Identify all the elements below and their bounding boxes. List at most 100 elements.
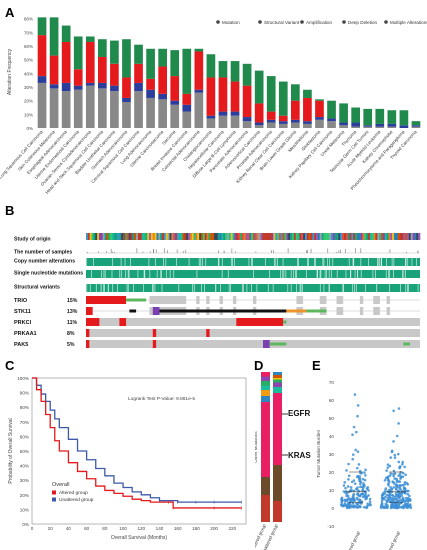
study-origin-cell — [382, 233, 386, 240]
track-gap — [217, 258, 219, 266]
track-gap — [282, 258, 284, 266]
track-gap — [230, 258, 232, 266]
study-origin-cell — [293, 233, 296, 240]
track-gap — [323, 284, 325, 292]
bar-segment-deep-deletion — [194, 89, 204, 93]
y-tick-label: 10 — [329, 488, 335, 493]
bar-segment-deep-deletion — [375, 123, 385, 127]
legend-marker — [300, 20, 304, 24]
study-origin-cell — [136, 233, 139, 240]
track-gap — [331, 270, 332, 278]
track-gap — [282, 270, 284, 278]
track-gap — [156, 270, 158, 278]
study-origin-cell — [330, 233, 334, 240]
y-tick-label: 0% — [22, 522, 29, 527]
x-tick-label: 100 — [119, 526, 127, 531]
panel-c-survival-curve: 0% 10% 20% 30% 40% 50% 60% 70% 80% 90% 100% 0 20 40 60… — [8, 376, 247, 541]
study-origin-cell — [123, 233, 126, 240]
gene-pct: 13% — [67, 309, 78, 315]
gene-pct: 15% — [67, 298, 78, 304]
bar-segment-amplification — [61, 41, 71, 83]
x-tick-label: 80 — [102, 526, 108, 531]
bar-segment-multiple-alterations — [230, 61, 240, 82]
study-origin-cell — [295, 233, 298, 240]
track-gap — [379, 258, 380, 266]
stack-segment — [273, 387, 282, 393]
study-origin-cell — [416, 233, 419, 240]
track-gap — [287, 284, 289, 292]
study-origin-cell — [316, 233, 319, 240]
scatter-point — [343, 481, 347, 484]
study-origin-cell — [358, 233, 361, 240]
gene-gray-block — [219, 296, 223, 304]
track-gap — [267, 284, 269, 292]
bar-segment-multiple-alterations — [73, 36, 83, 70]
bar-segment-deep-deletion — [218, 111, 228, 116]
gene-gray-bg — [86, 340, 420, 348]
study-origin-cell — [317, 233, 321, 240]
study-origin-cell — [143, 233, 146, 240]
gene-gray-block — [253, 296, 257, 304]
legend-label: Mutation — [222, 20, 240, 25]
bar-segment-amplification — [254, 103, 264, 123]
study-origin-cell — [388, 233, 391, 240]
survival-curve-unaltered-group — [32, 377, 242, 503]
gene-label: PAK5 — [14, 342, 28, 348]
track-gap — [119, 270, 121, 278]
bar-segment-multiple-alterations — [158, 48, 167, 67]
bar-segment-multiple-alterations — [303, 89, 312, 98]
gene-gray-block — [336, 296, 344, 304]
scatter-point — [406, 492, 410, 496]
track-gap — [173, 270, 175, 278]
bar-segment-mutation — [98, 88, 107, 128]
study-origin-cell — [245, 233, 248, 240]
bar-segment-multiple-alterations — [170, 50, 180, 77]
study-origin-cell — [204, 233, 207, 240]
bar-segment-multiple-alterations — [49, 17, 59, 56]
bar-segment-multiple-alterations — [411, 121, 421, 126]
scatter-point — [397, 407, 401, 410]
scatter-point — [397, 504, 401, 507]
bar-segment-multiple-alterations — [206, 54, 216, 78]
scatter-point — [401, 498, 404, 501]
track-gap — [149, 270, 151, 278]
study-origin-cell — [171, 233, 174, 240]
scatter-point — [366, 504, 370, 507]
track-gap — [161, 284, 163, 292]
track-gap — [377, 258, 379, 266]
gene-alteration-amp — [152, 329, 157, 337]
study-origin-cell — [375, 233, 378, 240]
track-gap — [155, 258, 156, 266]
track-gap — [357, 270, 359, 278]
study-origin-cell — [197, 233, 200, 240]
y-tick-label: 50% — [20, 449, 29, 454]
track-gap — [327, 258, 328, 266]
y-tick-label: 0% — [26, 126, 33, 131]
study-origin-cell — [290, 233, 293, 240]
track-gap — [128, 270, 130, 278]
scatter-point — [385, 493, 389, 497]
study-origin-cell — [201, 233, 204, 240]
study-origin-cell — [379, 233, 382, 240]
study-origin-cell — [280, 233, 283, 240]
scatter-point — [393, 477, 397, 480]
track-gap — [308, 258, 309, 266]
study-origin-cell — [178, 233, 181, 240]
bar-segment-mutation — [194, 92, 204, 128]
track-gap — [176, 258, 177, 266]
stack-segment — [261, 376, 270, 381]
scatter-point — [387, 489, 391, 492]
y-axis-label: Other Mutations — [255, 431, 258, 463]
study-origin-cell — [264, 233, 267, 240]
y-tick-label: 30% — [20, 478, 29, 483]
track-gap — [280, 270, 281, 278]
track-gap — [368, 258, 369, 266]
y-tick-label: 20% — [24, 99, 33, 104]
bar-segment-mutation — [37, 82, 47, 128]
gene-alteration-amp — [86, 296, 127, 304]
bar-segment-multiple-alterations — [146, 48, 155, 79]
study-origin-cell — [243, 233, 246, 240]
scatter-point — [345, 469, 348, 472]
bar-segment-deep-deletion — [49, 84, 59, 89]
track-gap — [320, 270, 322, 278]
